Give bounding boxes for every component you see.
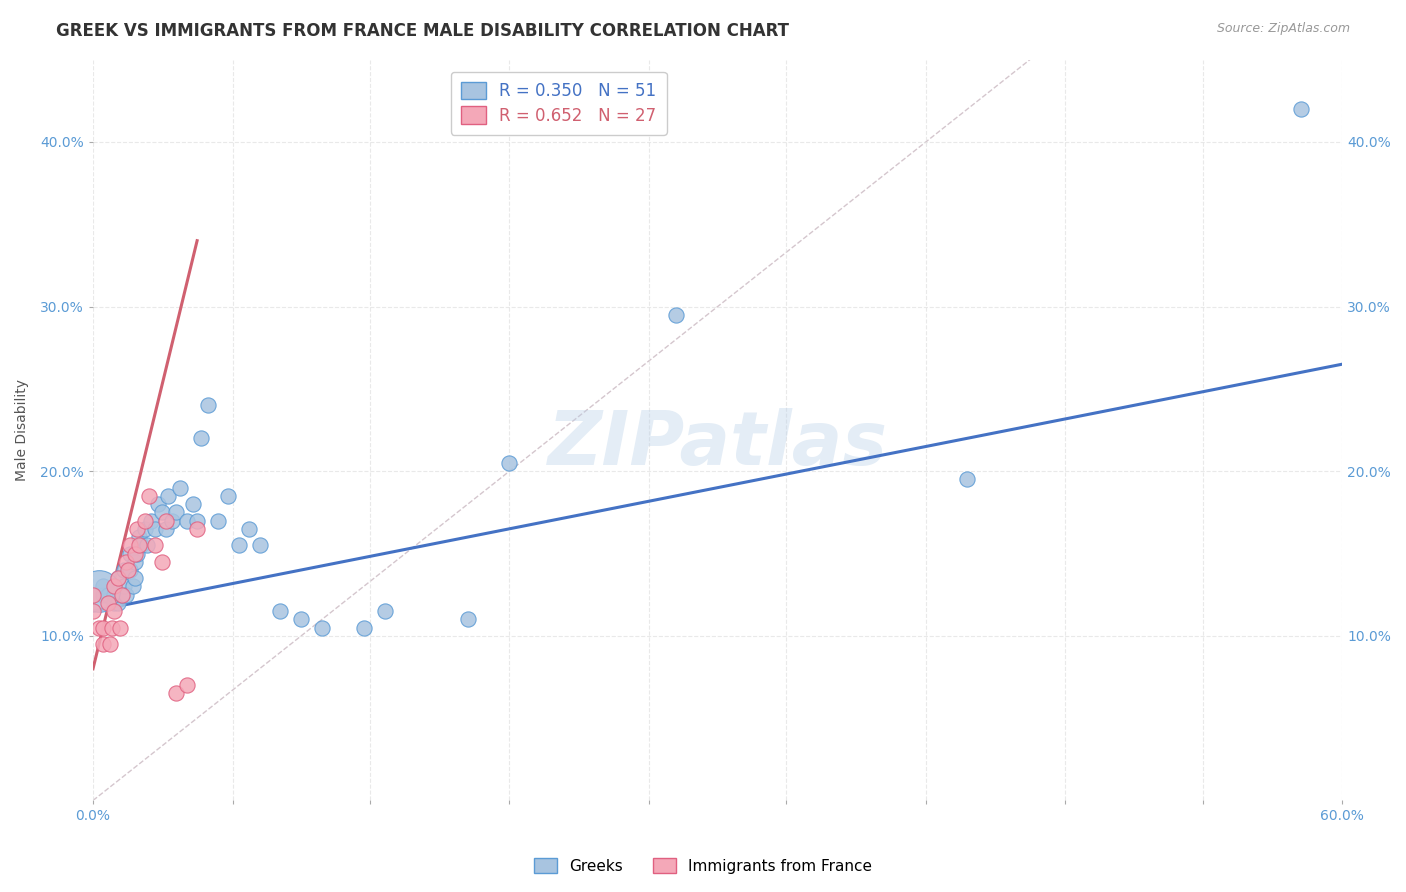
Point	[134, 522, 156, 536]
Point	[169, 481, 191, 495]
Point	[112, 563, 135, 577]
Point	[82, 588, 104, 602]
Point	[207, 514, 229, 528]
Point	[155, 514, 177, 528]
Point	[103, 596, 125, 610]
Legend: Greeks, Immigrants from France: Greeks, Immigrants from France	[527, 852, 879, 880]
Point	[134, 514, 156, 528]
Point	[146, 497, 169, 511]
Point	[97, 596, 120, 610]
Point	[111, 588, 134, 602]
Point	[107, 596, 129, 610]
Point	[145, 538, 167, 552]
Point	[186, 522, 208, 536]
Point	[124, 555, 146, 569]
Point	[186, 514, 208, 528]
Legend: R = 0.350   N = 51, R = 0.652   N = 27: R = 0.350 N = 51, R = 0.652 N = 27	[451, 71, 666, 135]
Point	[124, 547, 146, 561]
Point	[115, 588, 138, 602]
Point	[115, 555, 138, 569]
Text: Source: ZipAtlas.com: Source: ZipAtlas.com	[1216, 22, 1350, 36]
Point	[97, 588, 120, 602]
Point	[249, 538, 271, 552]
Point	[98, 637, 121, 651]
Point	[93, 579, 115, 593]
Point	[160, 514, 183, 528]
Point	[103, 579, 125, 593]
Point	[150, 505, 173, 519]
Text: ZIPatlas: ZIPatlas	[548, 409, 887, 482]
Point	[238, 522, 260, 536]
Point	[82, 604, 104, 618]
Point	[176, 678, 198, 692]
Y-axis label: Male Disability: Male Disability	[15, 379, 30, 481]
Point	[89, 621, 111, 635]
Point	[124, 571, 146, 585]
Point	[125, 547, 148, 561]
Point	[155, 522, 177, 536]
Point	[165, 505, 187, 519]
Point	[120, 538, 142, 552]
Point	[120, 563, 142, 577]
Point	[103, 579, 125, 593]
Point	[138, 489, 160, 503]
Point	[107, 571, 129, 585]
Point	[197, 398, 219, 412]
Point	[125, 522, 148, 536]
Point	[117, 563, 139, 577]
Point	[128, 530, 150, 544]
Point	[665, 308, 688, 322]
Point	[112, 579, 135, 593]
Point	[956, 472, 979, 486]
Point	[108, 621, 131, 635]
Point	[136, 538, 159, 552]
Point	[373, 604, 395, 618]
Point	[176, 514, 198, 528]
Point	[311, 621, 333, 635]
Point	[217, 489, 239, 503]
Point	[93, 621, 115, 635]
Point	[141, 514, 163, 528]
Point	[190, 431, 212, 445]
Point	[129, 538, 152, 552]
Point	[93, 637, 115, 651]
Point	[228, 538, 250, 552]
Text: GREEK VS IMMIGRANTS FROM FRANCE MALE DISABILITY CORRELATION CHART: GREEK VS IMMIGRANTS FROM FRANCE MALE DIS…	[56, 22, 789, 40]
Point	[89, 584, 111, 599]
Point	[269, 604, 291, 618]
Point	[156, 489, 179, 503]
Point	[107, 571, 129, 585]
Point	[181, 497, 204, 511]
Point	[100, 621, 122, 635]
Point	[120, 547, 142, 561]
Point	[93, 588, 115, 602]
Point	[111, 588, 134, 602]
Point	[150, 555, 173, 569]
Point	[121, 579, 143, 593]
Point	[498, 456, 520, 470]
Point	[353, 621, 375, 635]
Point	[457, 612, 479, 626]
Point	[145, 522, 167, 536]
Point	[103, 588, 125, 602]
Point	[103, 604, 125, 618]
Point	[165, 686, 187, 700]
Point	[1289, 102, 1312, 116]
Point	[128, 538, 150, 552]
Point	[290, 612, 312, 626]
